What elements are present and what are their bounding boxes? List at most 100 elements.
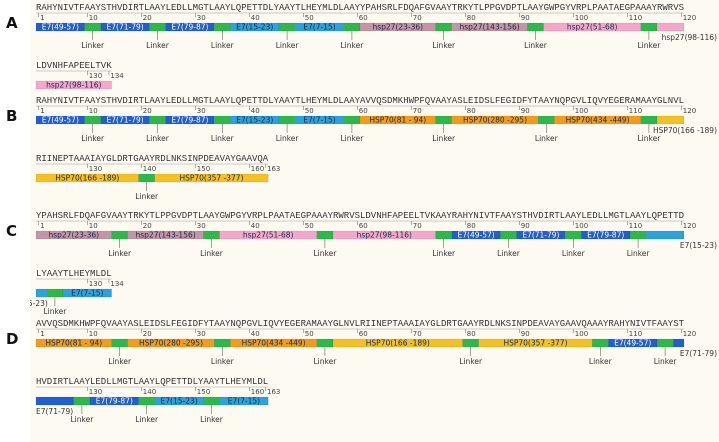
segment-label: HSP70(434 -449) (566, 116, 630, 125)
linker-block (343, 115, 361, 125)
linker-label: Linker (211, 134, 235, 143)
segment-label: E7(79-87) (171, 116, 208, 125)
ruler-number: 110 (629, 14, 642, 22)
segment-label: HSP70(357 -377) (179, 174, 243, 183)
sequence: RIINEPTAAAIAYGLDRTGAAYRDLNKSINPDEAVAYGAA… (36, 154, 269, 164)
segment-label: E7(71-79) (107, 23, 144, 32)
ruler-number: 140 (143, 165, 156, 173)
segment-label: hsp27(51-68) (243, 231, 294, 240)
linker-label: Linker (638, 41, 662, 50)
ruler-number: 150 (197, 165, 210, 173)
linker-label: Linker (146, 41, 170, 50)
segment-label: E7(49-57) (614, 339, 651, 348)
panel-letter: D (6, 330, 18, 348)
linker-label: Linker (432, 41, 456, 50)
ruler-number: 1 (40, 222, 44, 230)
ruler-number: 20 (143, 14, 152, 22)
segment-label: E7(7-15) (303, 23, 335, 32)
linker-label: Linker (314, 357, 338, 366)
ruler-number: 70 (413, 107, 422, 115)
sequence: HVDIRTLAAYLEDLLMGTLAAYLQPETTDLYAAYTLHEYM… (36, 377, 268, 387)
ruler-number: 70 (413, 14, 422, 22)
segment-block (219, 396, 269, 406)
ruler-number: 120 (683, 107, 696, 115)
linker-block (435, 230, 453, 240)
segment-label: HSP70(166 -189) (366, 339, 430, 348)
segment-label: hsp27(23-36) (372, 23, 423, 32)
linker-block (640, 115, 658, 125)
segment-label: HSP70(81 - 94) (45, 339, 102, 348)
segment-label: HSP70(166 -189) (55, 174, 119, 183)
linker-label: Linker (459, 357, 483, 366)
linker-label: Linker (44, 307, 68, 316)
linker-block (149, 115, 166, 125)
sequence: LYAAYTLHEYMLDL (36, 269, 112, 279)
ruler-number: 130 (89, 72, 102, 80)
linker-label: Linker (524, 41, 548, 50)
ruler-number: 163 (267, 388, 280, 396)
linker-block (46, 288, 64, 298)
linker-block (138, 396, 156, 406)
ruler-number: 150 (197, 388, 210, 396)
linker-block (538, 115, 555, 125)
segment-label-below: hsp27(98-116) (662, 33, 717, 42)
linker-label: Linker (146, 134, 170, 143)
ruler-number: 60 (359, 330, 368, 338)
ruler-number: 110 (629, 330, 642, 338)
ruler-number: 80 (467, 222, 476, 230)
ruler-number: 70 (413, 222, 422, 230)
linker-label: Linker (432, 249, 456, 258)
ruler-number: 60 (359, 222, 368, 230)
ruler-number: 1 (40, 107, 44, 115)
segment-label-below: E7(71-79) (36, 407, 73, 416)
segment-block (154, 173, 269, 183)
ruler-number: 120 (683, 14, 696, 22)
ruler-number: 130 (89, 280, 102, 288)
linker-block (592, 338, 609, 348)
segment-label: E7(79-87) (587, 231, 624, 240)
panel-letter: C (6, 222, 17, 240)
linker-block (213, 22, 231, 32)
segment-label-below: HSP70(166 -189) (653, 126, 717, 135)
ruler-number: 30 (197, 14, 206, 22)
linker-label: Linker (341, 134, 365, 143)
segment-label: HSP70(357 -377) (503, 339, 567, 348)
ruler-number: 100 (575, 14, 588, 22)
linker-block (316, 338, 334, 348)
ruler-number: 10 (89, 330, 98, 338)
sequence: LDVNHFAPEELTVK (36, 61, 112, 71)
ruler-number: 50 (305, 107, 314, 115)
linker-block (435, 22, 453, 32)
segment-block (451, 22, 528, 32)
ruler-number: 100 (575, 222, 588, 230)
segment-block (656, 115, 685, 125)
linker-label: Linker (276, 41, 300, 50)
linker-block (343, 22, 361, 32)
linker-label: Linker (627, 249, 651, 258)
ruler-number: 30 (197, 330, 206, 338)
linker-block (111, 230, 128, 240)
linker-block (435, 115, 453, 125)
segment-label: HSP70(280 -295) (463, 116, 527, 125)
segment-label: E7(15-23) (236, 23, 273, 32)
ruler-number: 80 (467, 107, 476, 115)
segment-block (646, 230, 685, 240)
ruler-number: 90 (521, 330, 530, 338)
linker-label: Linker (535, 134, 559, 143)
ruler-number: 1 (40, 330, 44, 338)
panel-letter: A (6, 14, 18, 32)
segment-block (62, 288, 112, 298)
linker-block (84, 22, 101, 32)
linker-block (629, 230, 647, 240)
linker-label: Linker (211, 41, 235, 50)
ruler-number: 134 (110, 280, 124, 288)
ruler-number: 40 (251, 330, 260, 338)
ruler-number: 40 (251, 14, 260, 22)
linker-block (316, 230, 334, 240)
segment-label: E7(7-15) (303, 116, 335, 125)
linker-label: Linker (81, 41, 105, 50)
linker-block (565, 230, 582, 240)
linker-block (527, 22, 544, 32)
ruler-number: 20 (143, 330, 152, 338)
